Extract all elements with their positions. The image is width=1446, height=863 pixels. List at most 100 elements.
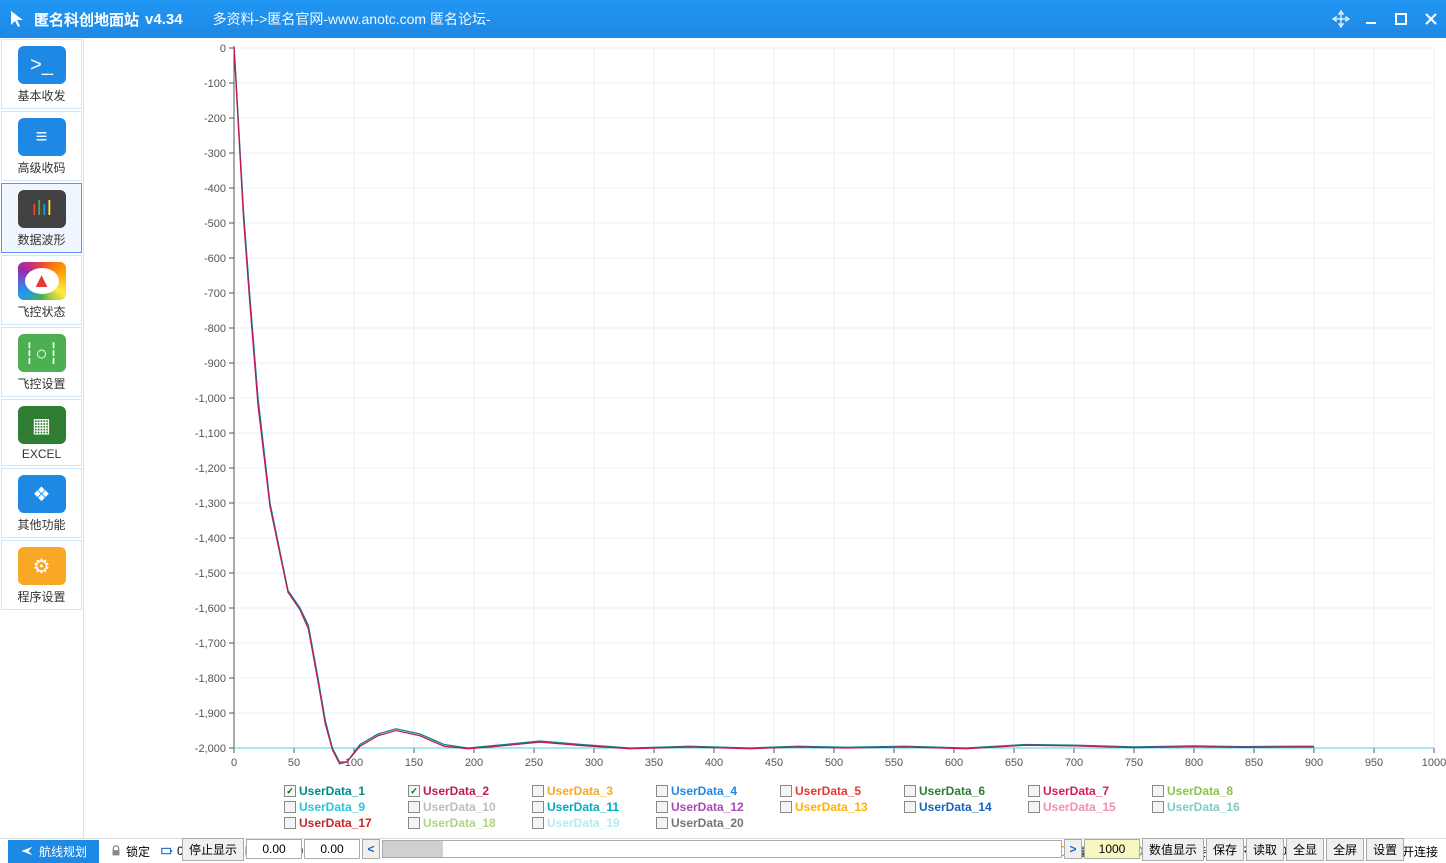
legend-label-11: UserData_11 [547, 800, 619, 814]
legend-item-20[interactable]: UserData_20 [656, 816, 766, 830]
legend-label-14: UserData_14 [919, 800, 992, 814]
legend-checkbox-5[interactable] [780, 785, 792, 797]
legend-checkbox-6[interactable] [904, 785, 916, 797]
sidebar-label-0: 基本收发 [17, 87, 65, 104]
sidebar-icon-1: ≡ [18, 118, 66, 156]
svg-text:-1,600: -1,600 [195, 603, 226, 615]
read-button[interactable]: 读取 [1246, 838, 1284, 861]
sidebar-item-7[interactable]: ⚙程序设置 [1, 540, 82, 610]
legend-item-10[interactable]: UserData_10 [408, 800, 518, 814]
sidebar-icon-5: ▦ [18, 406, 66, 444]
svg-text:-1,900: -1,900 [195, 708, 226, 720]
legend-label-18: UserData_18 [423, 816, 496, 830]
legend-label-8: UserData_8 [1167, 784, 1233, 798]
plane-icon [20, 844, 34, 858]
sidebar-label-2: 数据波形 [17, 231, 65, 248]
legend-item-11[interactable]: UserData_11 [532, 800, 642, 814]
app-title: 匿名科创地面站 [34, 9, 139, 30]
scroll-thumb[interactable] [383, 841, 443, 857]
sidebar-item-3[interactable]: ▲飞控状态 [1, 255, 82, 325]
legend-item-6[interactable]: UserData_6 [904, 784, 1014, 798]
legend-item-3[interactable]: UserData_3 [532, 784, 642, 798]
legend-checkbox-19[interactable] [532, 817, 544, 829]
legend-item-16[interactable]: UserData_16 [1152, 800, 1262, 814]
legend-item-8[interactable]: UserData_8 [1152, 784, 1262, 798]
full-show-button[interactable]: 全显 [1286, 838, 1324, 861]
svg-text:-200: -200 [204, 113, 226, 125]
svg-text:-600: -600 [204, 253, 226, 265]
full-screen-button[interactable]: 全屏 [1326, 838, 1364, 861]
legend-checkbox-18[interactable] [408, 817, 420, 829]
legend-item-18[interactable]: UserData_18 [408, 816, 518, 830]
scroll-left-button[interactable]: < [362, 839, 380, 859]
maximize-icon[interactable] [1386, 0, 1416, 38]
legend-label-2: UserData_2 [423, 784, 489, 798]
sidebar-item-2[interactable]: ılıl数据波形 [1, 183, 82, 253]
legend-checkbox-8[interactable] [1152, 785, 1164, 797]
value-display-2: 0.00 [304, 839, 360, 859]
save-button[interactable]: 保存 [1206, 838, 1244, 861]
svg-text:200: 200 [465, 757, 483, 769]
legend-checkbox-12[interactable] [656, 801, 668, 813]
close-icon[interactable] [1416, 0, 1446, 38]
legend-checkbox-9[interactable] [284, 801, 296, 813]
legend-item-19[interactable]: UserData_19 [532, 816, 642, 830]
legend-item-17[interactable]: UserData_17 [284, 816, 394, 830]
legend-item-2[interactable]: UserData_2 [408, 784, 518, 798]
legend-checkbox-11[interactable] [532, 801, 544, 813]
title-bar: 匿名科创地面站 v4.34 多资料->匿名官网-www.anotc.com 匿名… [0, 0, 1446, 38]
svg-text:50: 50 [288, 757, 300, 769]
route-plan-button[interactable]: 航线规划 [8, 840, 99, 863]
legend-item-13[interactable]: UserData_13 [780, 800, 890, 814]
settings-button[interactable]: 设置 [1366, 838, 1404, 861]
scroll-track[interactable] [382, 840, 1062, 858]
legend-item-1[interactable]: UserData_1 [284, 784, 394, 798]
minimize-icon[interactable] [1356, 0, 1386, 38]
legend-label-5: UserData_5 [795, 784, 861, 798]
legend-label-10: UserData_10 [423, 800, 496, 814]
svg-text:150: 150 [405, 757, 423, 769]
legend-checkbox-13[interactable] [780, 801, 792, 813]
sidebar-icon-7: ⚙ [18, 547, 66, 585]
sidebar-label-1: 高级收码 [17, 159, 65, 176]
legend-item-4[interactable]: UserData_4 [656, 784, 766, 798]
legend-checkbox-10[interactable] [408, 801, 420, 813]
chart-area: -2,000-1,900-1,800-1,700-1,600-1,500-1,4… [84, 38, 1446, 838]
legend-checkbox-14[interactable] [904, 801, 916, 813]
sidebar-item-5[interactable]: ▦EXCEL [1, 399, 82, 466]
lock-status[interactable]: 锁定 [109, 843, 150, 860]
legend-checkbox-1[interactable] [284, 785, 296, 797]
legend-item-9[interactable]: UserData_9 [284, 800, 394, 814]
sidebar-item-6[interactable]: ❖其他功能 [1, 468, 82, 538]
legend-label-3: UserData_3 [547, 784, 613, 798]
legend-checkbox-17[interactable] [284, 817, 296, 829]
legend-checkbox-3[interactable] [532, 785, 544, 797]
legend-checkbox-15[interactable] [1028, 801, 1040, 813]
sidebar-item-0[interactable]: >_基本收发 [1, 39, 82, 109]
legend-checkbox-4[interactable] [656, 785, 668, 797]
svg-text:850: 850 [1245, 757, 1263, 769]
svg-text:-1,500: -1,500 [195, 568, 226, 580]
svg-text:-300: -300 [204, 148, 226, 160]
scroll-right-button[interactable]: > [1064, 839, 1082, 859]
legend-item-5[interactable]: UserData_5 [780, 784, 890, 798]
legend-checkbox-7[interactable] [1028, 785, 1040, 797]
legend-checkbox-2[interactable] [408, 785, 420, 797]
sidebar-icon-4: ┆○┆ [18, 334, 66, 372]
battery-icon [160, 844, 174, 858]
move-icon[interactable] [1326, 0, 1356, 38]
legend-checkbox-16[interactable] [1152, 801, 1164, 813]
legend-item-15[interactable]: UserData_15 [1028, 800, 1138, 814]
sidebar-item-4[interactable]: ┆○┆飞控设置 [1, 327, 82, 397]
legend-item-7[interactable]: UserData_7 [1028, 784, 1138, 798]
sidebar-icon-3: ▲ [18, 262, 66, 300]
legend-item-12[interactable]: UserData_12 [656, 800, 766, 814]
numeric-display-button[interactable]: 数值显示 [1142, 838, 1204, 861]
range-input[interactable]: 1000 [1084, 839, 1140, 859]
stop-display-button[interactable]: 停止显示 [182, 838, 244, 861]
legend-item-14[interactable]: UserData_14 [904, 800, 1014, 814]
route-plan-label: 航线规划 [39, 843, 87, 860]
legend-checkbox-20[interactable] [656, 817, 668, 829]
svg-text:-900: -900 [204, 358, 226, 370]
sidebar-item-1[interactable]: ≡ 高级收码 [1, 111, 82, 181]
